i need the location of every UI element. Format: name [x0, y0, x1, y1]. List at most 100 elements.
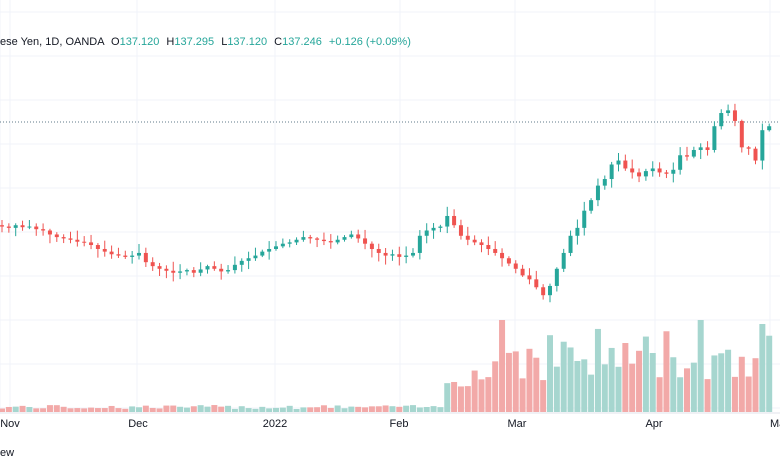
candle-body: [150, 262, 155, 267]
volume-bar: [88, 407, 95, 412]
volume-bar: [245, 408, 252, 412]
volume-bar: [163, 405, 170, 412]
time-axis[interactable]: Nov Dec 2022 Feb Mar Apr Ma: [0, 418, 780, 430]
volume-bar: [108, 405, 115, 412]
volume-bar: [190, 406, 197, 412]
candle-body: [191, 270, 196, 273]
x-tick-label: Dec: [128, 418, 148, 430]
volume-bar: [416, 407, 423, 412]
candle-body: [82, 241, 87, 243]
volume-bar: [588, 374, 595, 412]
candle-body: [390, 254, 395, 256]
candle-body: [267, 248, 272, 252]
grid-lines: [0, 0, 780, 413]
volume-bar: [293, 408, 300, 412]
candle-body: [643, 171, 648, 177]
volume-bar: [12, 406, 19, 412]
candle-body: [184, 270, 189, 272]
candle-body: [47, 230, 52, 235]
high-value: 137.295: [174, 36, 215, 48]
volume-bar: [0, 408, 5, 412]
volume-bar: [355, 406, 362, 412]
candle-body: [363, 238, 368, 244]
candle-body: [157, 266, 162, 269]
volume-bar: [5, 406, 12, 412]
volume-bar: [115, 408, 122, 412]
volume-bar: [608, 347, 615, 412]
volume-bar: [74, 408, 81, 412]
candle-body: [260, 251, 265, 256]
volume-bar: [670, 357, 677, 412]
candle-body: [219, 268, 224, 272]
candle-body: [657, 168, 662, 173]
candle-body: [726, 110, 731, 114]
volume-bar: [40, 408, 47, 412]
candle-body: [561, 252, 566, 269]
candle-body: [739, 120, 744, 148]
candle-body: [123, 255, 128, 257]
candle-body: [527, 275, 532, 280]
candle-body: [321, 239, 326, 242]
candle-body: [602, 179, 607, 186]
volume-bar: [690, 362, 697, 412]
candlesticks: [0, 103, 772, 303]
candle-body: [6, 226, 11, 228]
volume-bar: [26, 407, 33, 412]
volume-bar: [307, 407, 314, 412]
volume-bar: [581, 359, 588, 412]
candle-body: [287, 242, 292, 244]
volume-bar: [320, 405, 327, 412]
candle-body: [137, 252, 141, 256]
volume-bar: [731, 376, 738, 412]
candle-body: [589, 200, 594, 211]
volume-bar: [177, 406, 184, 412]
volume-bar: [67, 408, 74, 412]
volume-bar: [368, 406, 375, 412]
candle-body: [582, 210, 587, 228]
volume-bar: [560, 341, 567, 412]
volume-bar: [629, 363, 636, 412]
candle-body: [212, 266, 217, 269]
candle-body: [452, 215, 457, 226]
candle-body: [732, 110, 737, 121]
x-tick-label: Mar: [508, 418, 527, 430]
volume-bar: [183, 407, 190, 412]
volume-bar: [314, 407, 321, 412]
volume-bar: [615, 366, 622, 412]
candle-body: [294, 239, 299, 243]
candle-body: [274, 246, 278, 249]
candle-body: [664, 172, 669, 174]
volume-bar: [684, 368, 690, 412]
volume-bar: [711, 355, 718, 412]
candle-body: [383, 252, 388, 256]
volume-bars: [0, 320, 773, 412]
low-value: 137.120: [227, 36, 268, 48]
candle-body: [520, 268, 525, 276]
candle-body: [143, 252, 148, 263]
volume-bar: [697, 320, 704, 412]
volume-bar: [94, 408, 101, 412]
volume-bar: [519, 378, 526, 412]
candle-body: [630, 168, 635, 173]
volume-bar: [225, 405, 232, 412]
volume-bar: [464, 386, 471, 412]
volume-bar: [547, 335, 553, 412]
volume-bar: [636, 350, 643, 412]
symbol-label: ese Yen, 1D, OANDA: [0, 36, 104, 48]
volume-bar: [649, 353, 656, 412]
candle-body: [417, 235, 422, 253]
candle-body: [609, 164, 614, 180]
volume-bar: [745, 376, 752, 412]
volume-bar: [334, 405, 341, 412]
volume-bar: [53, 405, 60, 412]
candle-body: [486, 245, 491, 249]
candle-body: [369, 243, 374, 249]
candle-body: [178, 271, 183, 273]
candle-body: [164, 268, 169, 271]
candle-body: [376, 248, 381, 253]
candle-body: [349, 234, 354, 238]
candle-body: [493, 248, 498, 253]
volume-bar: [533, 357, 540, 412]
candle-body: [671, 169, 676, 174]
